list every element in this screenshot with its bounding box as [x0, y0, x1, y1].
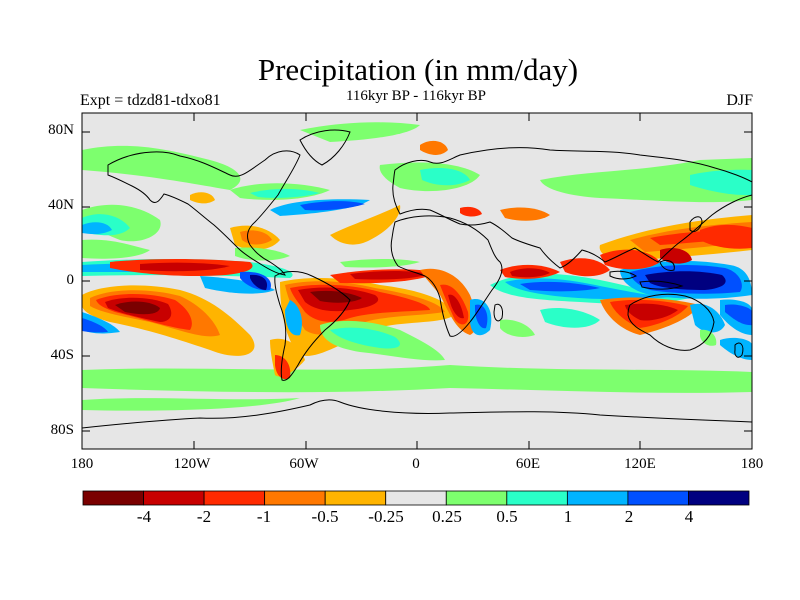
colorbar	[82, 490, 750, 506]
colorbar-box	[688, 490, 750, 506]
lon-tick-0: 0	[412, 456, 420, 472]
colorbar-label: 1	[563, 507, 573, 526]
lat-tick-0: 0	[66, 272, 75, 288]
colorbar-box	[264, 490, 326, 506]
lat-tick-40n: 40N	[48, 197, 74, 213]
colorbar-box	[385, 490, 447, 506]
lon-tick-180w: 180	[70, 456, 94, 472]
colorbar-label: 4	[684, 507, 694, 526]
colorbar-label: -2	[196, 507, 212, 526]
colorbar-label: -1	[256, 507, 272, 526]
lon-tick-60e: 60E	[515, 456, 541, 472]
colorbar-box	[143, 490, 205, 506]
colorbar-box	[506, 490, 568, 506]
season-label: DJF	[726, 92, 753, 109]
experiment-label: Expt = tdzd81-tdxo81	[80, 92, 221, 109]
colorbar-box	[627, 490, 689, 506]
coastlines	[82, 129, 752, 429]
colorbar-label: 2	[624, 507, 634, 526]
axis-ticks	[82, 113, 752, 449]
lon-tick-120e: 120E	[624, 456, 656, 472]
colorbar-label: -0.25	[368, 507, 404, 526]
map-title: Precipitation (in mm/day)	[257, 52, 579, 87]
colorbar-label: -0.5	[311, 507, 339, 526]
lon-tick-120w: 120W	[173, 456, 211, 472]
lat-tick-80s: 80S	[50, 422, 74, 438]
colorbar-box	[324, 490, 387, 506]
lat-tick-40s: 40S	[50, 347, 74, 363]
lon-tick-180e: 180	[740, 456, 764, 472]
colorbar-label: 0.25	[432, 507, 462, 526]
colorbar-box	[82, 490, 144, 506]
colorbar-label: -4	[136, 507, 152, 526]
colorbar-box	[203, 490, 266, 506]
map-subtitle: 116kyr BP - 116kyr BP	[345, 88, 486, 104]
colorbar-box	[566, 490, 629, 506]
lat-tick-80n: 80N	[48, 122, 74, 138]
lon-tick-60w: 60W	[289, 456, 319, 472]
colorbar-box	[445, 490, 508, 506]
colorbar-label: 0.5	[496, 507, 518, 526]
